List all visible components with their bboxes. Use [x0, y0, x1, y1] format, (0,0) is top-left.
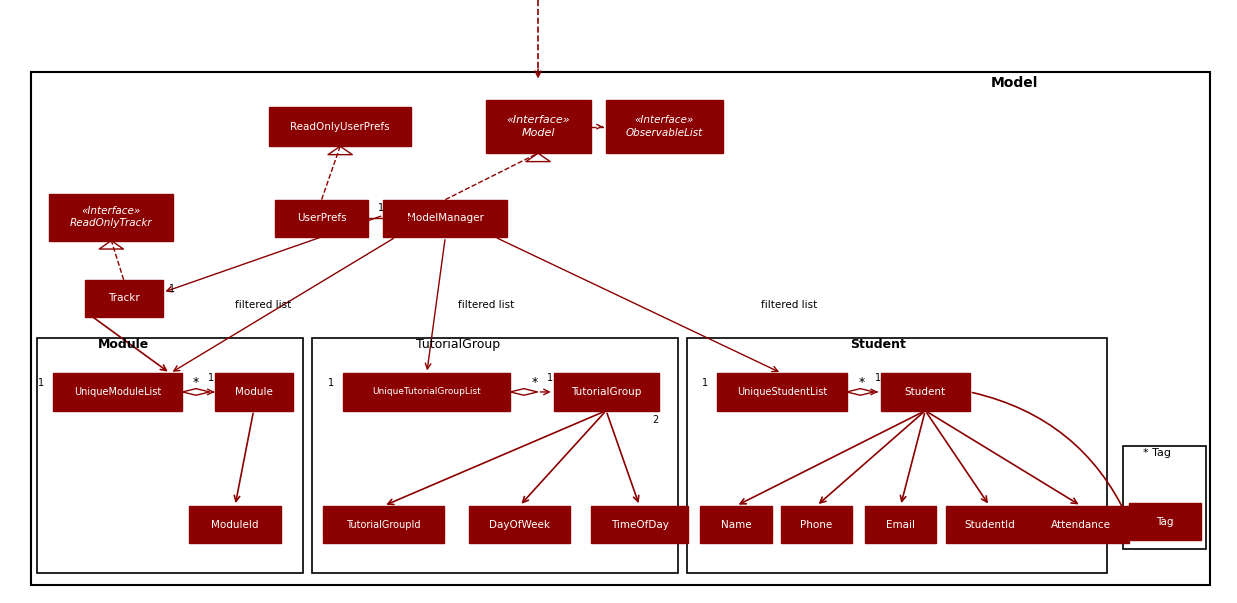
Text: Email: Email: [886, 520, 915, 529]
Text: UniqueModuleList: UniqueModuleList: [74, 387, 161, 397]
Bar: [485, 100, 591, 153]
Text: Attendance: Attendance: [1051, 520, 1111, 529]
Text: TimeOfDay: TimeOfDay: [611, 520, 668, 529]
Text: 1: 1: [168, 285, 174, 294]
Bar: [383, 200, 507, 237]
Text: «Interface»
ReadOnlyTrackr: «Interface» ReadOnlyTrackr: [71, 206, 152, 229]
Bar: [312, 338, 678, 573]
Text: *: *: [193, 376, 199, 389]
Bar: [881, 373, 970, 411]
Bar: [84, 280, 163, 317]
Text: 1: 1: [379, 203, 383, 213]
Bar: [687, 338, 1107, 573]
Text: ModuleId: ModuleId: [212, 520, 259, 529]
Bar: [865, 506, 936, 543]
Text: *: *: [532, 376, 538, 389]
Bar: [275, 200, 369, 237]
Text: *: *: [858, 376, 865, 389]
Text: Module: Module: [235, 387, 272, 397]
Text: Tag: Tag: [1157, 517, 1174, 526]
Text: filtered list: filtered list: [761, 300, 816, 309]
Bar: [469, 506, 570, 543]
Bar: [215, 373, 292, 411]
Text: 1: 1: [208, 373, 214, 383]
Text: 1: 1: [875, 373, 881, 383]
Text: 1: 1: [703, 378, 708, 388]
Bar: [270, 107, 411, 146]
Text: DayOfWeek: DayOfWeek: [489, 520, 550, 529]
Text: 2: 2: [652, 415, 658, 425]
Text: ModelManager: ModelManager: [407, 213, 484, 223]
Bar: [946, 506, 1033, 543]
Bar: [323, 506, 444, 543]
Text: * Tag: * Tag: [1143, 449, 1171, 458]
Bar: [781, 506, 852, 543]
Bar: [1129, 503, 1201, 540]
Bar: [717, 373, 846, 411]
Text: UserPrefs: UserPrefs: [297, 213, 346, 223]
Bar: [553, 373, 658, 411]
Text: TutorialGroup: TutorialGroup: [416, 338, 500, 352]
Bar: [49, 194, 173, 241]
Text: Model: Model: [991, 76, 1038, 90]
Bar: [31, 72, 1210, 585]
Text: «Interface»
Model: «Interface» Model: [506, 115, 570, 138]
Bar: [188, 506, 281, 543]
Bar: [52, 373, 182, 411]
Bar: [606, 100, 722, 153]
Text: 1: 1: [38, 378, 43, 388]
Text: 1: 1: [547, 373, 553, 383]
Text: Trackr: Trackr: [108, 294, 140, 303]
Text: Module: Module: [98, 338, 150, 352]
Bar: [591, 506, 688, 543]
Text: Name: Name: [721, 520, 751, 529]
Bar: [343, 373, 510, 411]
Text: filtered list: filtered list: [458, 300, 513, 309]
Bar: [1033, 506, 1129, 543]
Text: StudentId: StudentId: [964, 520, 1016, 529]
Text: UniqueStudentList: UniqueStudentList: [737, 387, 826, 397]
Bar: [1123, 446, 1206, 549]
Text: Student: Student: [904, 387, 946, 397]
Text: Student: Student: [850, 338, 907, 352]
Text: ReadOnlyUserPrefs: ReadOnlyUserPrefs: [291, 122, 390, 131]
Text: TutorialGroupId: TutorialGroupId: [346, 520, 421, 529]
Text: Phone: Phone: [800, 520, 833, 529]
Text: filtered list: filtered list: [235, 300, 291, 309]
Text: UniqueTutorialGroupList: UniqueTutorialGroupList: [372, 388, 481, 396]
Text: TutorialGroup: TutorialGroup: [571, 387, 641, 397]
Text: «Interface»
ObservableList: «Interface» ObservableList: [626, 115, 703, 138]
Bar: [37, 338, 303, 573]
Bar: [700, 506, 772, 543]
Text: 1: 1: [328, 378, 334, 388]
